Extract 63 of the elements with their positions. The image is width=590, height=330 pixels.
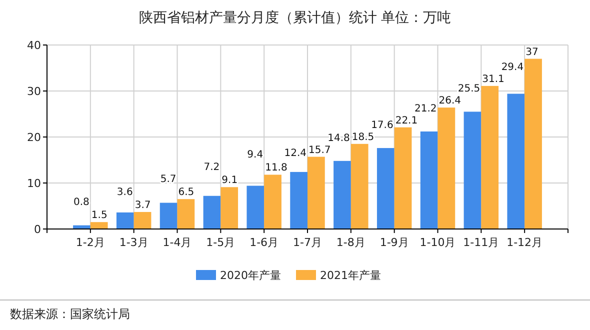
bar [438,108,456,229]
bar [290,172,308,229]
bar [350,144,368,229]
bar [264,174,282,229]
bar [177,199,195,229]
bar [334,160,351,229]
data-label: 31.1 [482,74,504,85]
bar [220,187,238,229]
y-tick-label: 0 [34,223,41,236]
x-tick-label: 1-12月 [506,236,543,249]
x-tick-label: 1-7月 [293,236,322,249]
data-label: 9.1 [222,175,238,186]
y-tick-label: 30 [27,85,41,98]
data-label: 37 [526,46,538,58]
bar [507,94,525,229]
bar [90,222,108,229]
data-label: 0.8 [74,197,90,208]
data-label: 14.8 [328,132,350,144]
data-label: 9.4 [247,150,264,161]
data-label: 15.7 [308,144,331,156]
data-label: 1.5 [91,210,108,222]
data-label: 7.2 [204,162,220,174]
data-label: 25.5 [458,84,480,95]
chart-title: 陕西省铝材产量分月度（累计值）统计 单位：万吨 [138,10,452,26]
bar [420,131,438,229]
x-tick-label: 1-11月 [463,236,500,249]
x-tick-label: 1-8月 [336,236,366,249]
data-label: 3.6 [116,186,133,198]
x-tick-label: 1-5月 [206,236,236,249]
legend-label: 2020年产量 [220,269,281,282]
bar [160,202,178,229]
data-label: 12.4 [284,148,306,159]
bar [376,148,394,229]
data-label: 29.4 [501,62,524,73]
bar [481,86,499,229]
bar [394,127,412,229]
data-label: 6.5 [178,187,194,198]
data-label: 22.1 [395,115,418,126]
data-label: 26.4 [438,96,462,107]
bar [203,196,221,229]
x-tick-label: 1-10月 [420,236,456,249]
data-label: 21.2 [414,103,437,114]
bar [464,112,482,229]
x-tick-label: 1-4月 [162,236,192,249]
source-note: 数据来源：国家统计局 [10,307,130,321]
bar [246,186,264,229]
bar [308,156,325,229]
data-label: 18.5 [352,132,374,143]
x-tick-label: 1-2月 [76,236,105,249]
legend-label: 2021年产量 [320,269,381,282]
data-label: 3.7 [134,200,151,211]
bar [524,58,542,229]
bar [134,212,152,229]
bar [116,212,134,229]
data-label: 17.6 [371,120,394,131]
y-tick-label: 10 [27,177,41,190]
x-tick-label: 1-9月 [380,236,409,249]
x-tick-label: 1-6月 [250,236,279,249]
y-tick-label: 20 [27,131,41,144]
y-tick-label: 40 [27,39,41,52]
x-tick-label: 1-3月 [119,236,148,249]
data-label: 5.7 [160,174,176,186]
data-label: 11.8 [265,162,288,174]
